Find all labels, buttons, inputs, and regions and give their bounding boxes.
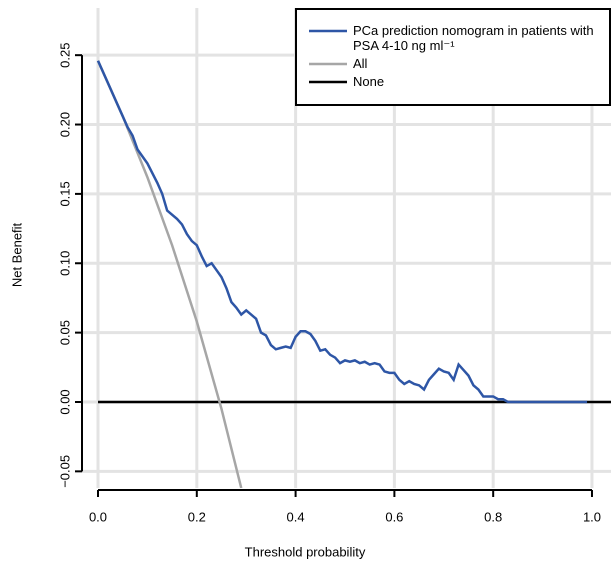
x-tick-label: 0.8 [484, 509, 502, 524]
legend-label: All [353, 56, 368, 71]
y-tick-label: 0.10 [57, 251, 72, 276]
x-tick-label: 0.0 [89, 509, 107, 524]
legend-label: None [353, 74, 385, 89]
legend-entry: PCa prediction nomogram in patients with… [307, 23, 609, 53]
legend-label: PCa prediction nomogram in patients with… [353, 23, 594, 53]
x-tick-label: 0.6 [385, 509, 403, 524]
y-tick-label: 0.25 [57, 43, 72, 68]
legend-entry: None [307, 74, 609, 89]
x-axis-title: Threshold probability [245, 544, 366, 559]
y-tick-label: 0.00 [57, 389, 72, 414]
plot-area [96, 60, 611, 488]
y-tick-label: 0.05 [57, 320, 72, 345]
legend-swatch [309, 29, 347, 33]
y-axis-title: Net Benefit [9, 222, 24, 287]
y-tick-label: 0.15 [57, 181, 72, 206]
y-tick-label: 0.20 [57, 112, 72, 137]
legend: PCa prediction nomogram in patients with… [295, 8, 611, 106]
legend-swatch [309, 80, 347, 84]
legend-entry: All [307, 56, 609, 71]
x-tick-label: 1.0 [583, 509, 601, 524]
y-tick-label: −0.05 [57, 455, 72, 488]
x-tick-label: 0.4 [287, 509, 305, 524]
series-line [96, 60, 588, 404]
x-tick-label: 0.2 [188, 509, 206, 524]
legend-swatch [309, 62, 347, 66]
